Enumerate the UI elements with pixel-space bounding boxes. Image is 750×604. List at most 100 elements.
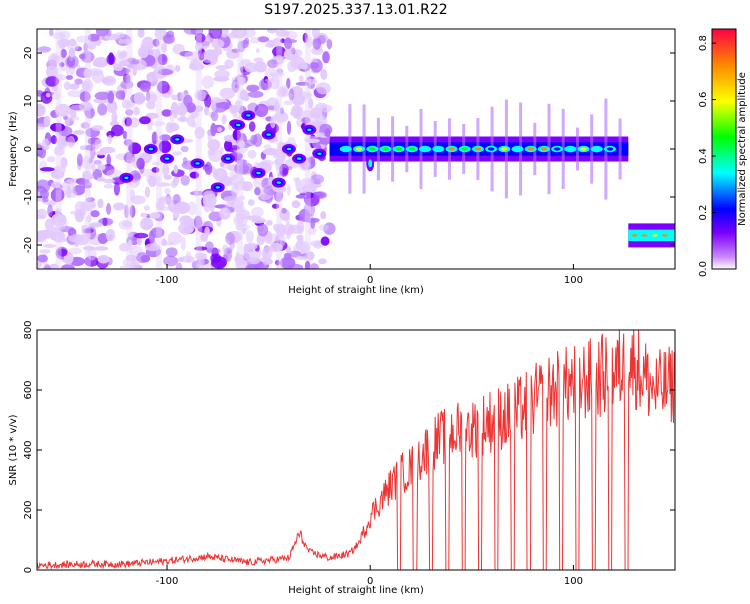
noise-blob: [106, 203, 111, 215]
noise-blob: [65, 66, 70, 75]
noise-blob: [150, 227, 165, 239]
noise-blob: [133, 91, 146, 105]
noise-blob: [40, 91, 53, 104]
noise-blob: [106, 169, 123, 179]
noise-blob: [228, 104, 237, 114]
noise-blob: [39, 249, 51, 254]
signal-cluster-peak: [236, 123, 241, 127]
noise-blob: [89, 222, 103, 228]
noise-blob: [238, 140, 246, 149]
noise-blob: [91, 125, 104, 131]
noise-blob: [320, 236, 330, 246]
noise-blob: [308, 227, 317, 236]
carrier-segment-core: [593, 147, 600, 151]
noise-blob: [236, 214, 244, 225]
noise-blob: [183, 29, 199, 35]
signal-cluster-peak: [225, 157, 231, 160]
signal-cluster-peak: [164, 157, 170, 160]
noise-blob: [304, 260, 311, 269]
noise-blob: [63, 81, 71, 91]
noise-blob: [296, 220, 305, 235]
snr-plot-area: [37, 330, 675, 570]
noise-blob: [37, 261, 42, 269]
noise-blob: [54, 208, 61, 216]
noise-blob: [81, 224, 86, 233]
carrier-segment-core: [501, 147, 508, 151]
noise-blob: [194, 89, 207, 101]
noise-blob: [50, 188, 65, 203]
noise-blob: [50, 135, 58, 145]
carrier-segment-core: [448, 147, 455, 151]
noise-blob: [161, 42, 168, 53]
noise-blob: [165, 247, 178, 258]
noise-blob: [65, 75, 73, 80]
noise-blob: [132, 172, 142, 181]
noise-blob: [80, 122, 91, 129]
noise-blob: [103, 178, 115, 184]
noise-blob: [54, 103, 71, 117]
noise-blob: [246, 84, 260, 92]
noise-blob: [308, 156, 316, 165]
noise-blob: [129, 117, 140, 128]
noise-blob: [300, 241, 310, 254]
noise-blob: [204, 106, 209, 116]
noise-blob: [204, 94, 212, 109]
noise-blob: [297, 187, 308, 194]
noise-blob: [128, 142, 142, 155]
noise-blob: [114, 32, 126, 39]
carrier-segment-core: [514, 147, 521, 151]
carrier-segment-core: [606, 147, 614, 151]
noise-blob: [254, 187, 261, 196]
noise-blob: [63, 115, 68, 120]
noise-blob: [124, 204, 129, 219]
noise-blob: [186, 115, 196, 127]
noise-blob: [279, 107, 284, 115]
noise-blob: [66, 184, 71, 199]
noise-blob: [139, 42, 155, 49]
noise-blob: [264, 78, 277, 83]
noise-blob: [249, 36, 260, 44]
noise-blob: [78, 181, 93, 188]
noise-blob: [206, 248, 221, 254]
noise-blob: [115, 90, 126, 100]
spectrogram-xtick-label: 100: [564, 275, 583, 286]
noise-blob: [283, 252, 292, 260]
snr-panel: -100 0 100 0 200 400 600 800 Height of straight…: [8, 320, 676, 596]
snr-xtick-label: 100: [564, 576, 583, 587]
spectrogram-xtick-label: 0: [367, 275, 373, 286]
carrier-segment-core: [487, 147, 495, 151]
signal-cluster-peak: [296, 157, 302, 160]
noise-blob: [68, 83, 80, 90]
noise-blob: [245, 230, 254, 243]
noise-blob: [91, 164, 96, 173]
noise-blob: [308, 98, 314, 109]
noise-blob: [295, 81, 310, 86]
noise-blob: [52, 165, 66, 175]
snr-ticks: -100 0 100 0 200 400 600 800: [23, 320, 675, 587]
snr-ytick-label: 200: [23, 500, 34, 519]
noise-blob: [304, 217, 320, 223]
noise-blob: [119, 60, 130, 67]
noise-blob: [207, 139, 221, 151]
noise-blob: [280, 38, 285, 44]
noise-blob: [130, 189, 136, 200]
noise-blob: [60, 48, 67, 59]
noise-blob: [210, 110, 219, 122]
figure-title: S197.2025.337.13.01.R22: [264, 2, 447, 18]
noise-blob: [225, 232, 235, 245]
noise-blob: [149, 212, 161, 219]
noise-blob: [121, 38, 133, 45]
noise-blob: [94, 246, 109, 251]
noise-blob: [231, 29, 248, 39]
noise-blob: [296, 234, 304, 241]
spectrogram-ytick-label: -20: [23, 237, 34, 253]
noise-blob: [269, 72, 285, 77]
noise-blob: [303, 202, 316, 217]
signal-cluster-peak: [307, 128, 312, 131]
noise-blob: [152, 161, 163, 166]
spectrogram-marks: [37, 29, 675, 269]
noise-blob: [216, 101, 232, 110]
noise-blob: [232, 129, 241, 141]
noise-blob: [94, 91, 111, 101]
